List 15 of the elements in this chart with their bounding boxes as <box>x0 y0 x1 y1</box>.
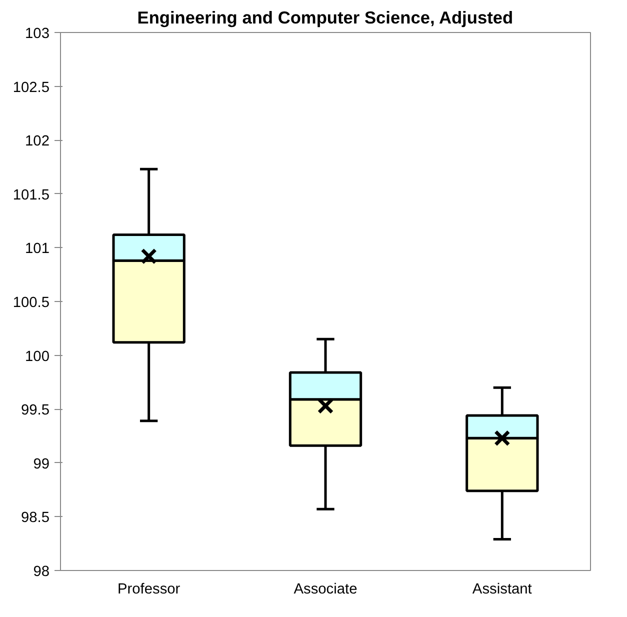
y-tick-label: 98 <box>33 564 50 580</box>
x-tick-label: Professor <box>117 582 180 598</box>
y-tick-label: 103 <box>25 26 50 42</box>
y-tick-label: 100 <box>25 348 50 365</box>
y-tick-label: 99 <box>33 456 50 472</box>
y-tick-label: 101.5 <box>12 187 50 204</box>
x-tick-label: Associate <box>294 582 358 598</box>
chart-title: Engineering and Computer Science, Adjusted <box>137 8 514 28</box>
y-tick-label: 100.5 <box>12 295 50 311</box>
y-tick-label: 102 <box>25 134 50 150</box>
y-tick-label: 101 <box>25 241 50 258</box>
y-tick-label: 99.5 <box>20 402 50 419</box>
y-tick-label: 102.5 <box>12 80 50 96</box>
x-tick-label: Assistant <box>472 582 532 598</box>
y-tick-label: 98.5 <box>20 510 50 526</box>
